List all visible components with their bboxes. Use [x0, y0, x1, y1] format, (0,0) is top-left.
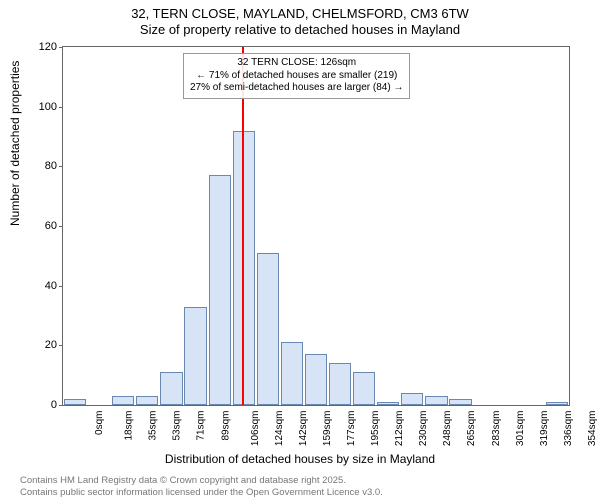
x-tick-label: 0sqm: [94, 411, 105, 435]
plot-area: 0204060801001200sqm18sqm35sqm53sqm71sqm8…: [62, 46, 570, 406]
annotation-line-2: ← 71% of detached houses are smaller (21…: [190, 70, 403, 83]
x-tick-label: 18sqm: [124, 411, 135, 441]
histogram-bar: [401, 393, 423, 405]
histogram-bar: [209, 175, 231, 405]
histogram-bar: [305, 354, 327, 405]
marker-line: [242, 47, 244, 405]
x-axis-label: Distribution of detached houses by size …: [0, 452, 600, 466]
y-tick-label: 100: [39, 101, 57, 113]
histogram-bar: [449, 399, 471, 405]
x-tick-label: 283sqm: [491, 411, 502, 447]
x-tick-label: 71sqm: [196, 411, 207, 441]
x-tick-label: 248sqm: [442, 411, 453, 447]
histogram-bar: [353, 372, 375, 405]
x-tick-label: 177sqm: [346, 411, 357, 447]
x-tick-label: 142sqm: [298, 411, 309, 447]
y-tick-label: 120: [39, 41, 57, 53]
x-tick-label: 212sqm: [394, 411, 405, 447]
y-axis-label: Number of detached properties: [8, 61, 22, 226]
y-tick-label: 40: [45, 280, 57, 292]
y-tick-label: 20: [45, 339, 57, 351]
title-line-2: Size of property relative to detached ho…: [0, 22, 600, 38]
annotation-line-1: 32 TERN CLOSE: 126sqm: [190, 57, 403, 70]
histogram-bar: [160, 372, 182, 405]
x-tick-label: 35sqm: [148, 411, 159, 441]
histogram-bar: [377, 402, 399, 405]
histogram-bar: [184, 307, 206, 405]
x-tick-label: 159sqm: [322, 411, 333, 447]
x-tick-label: 106sqm: [250, 411, 261, 447]
histogram-bar: [546, 402, 568, 405]
y-tick-label: 0: [51, 399, 57, 411]
histogram-bar: [64, 399, 86, 405]
x-tick-label: 319sqm: [539, 411, 550, 447]
y-tick-label: 60: [45, 220, 57, 232]
x-tick-label: 336sqm: [563, 411, 574, 447]
x-tick-label: 301sqm: [515, 411, 526, 447]
footer-line-2: Contains public sector information licen…: [20, 487, 580, 498]
x-tick-label: 89sqm: [220, 411, 231, 441]
histogram-bar: [425, 396, 447, 405]
histogram-bar: [329, 363, 351, 405]
x-tick-label: 354sqm: [587, 411, 598, 447]
histogram-bar: [136, 396, 158, 405]
annotation-line-3: 27% of semi-detached houses are larger (…: [190, 82, 403, 95]
annotation-box: 32 TERN CLOSE: 126sqm ← 71% of detached …: [183, 53, 410, 99]
x-tick-label: 230sqm: [418, 411, 429, 447]
footer: Contains HM Land Registry data © Crown c…: [20, 475, 580, 498]
chart-title: 32, TERN CLOSE, MAYLAND, CHELMSFORD, CM3…: [0, 0, 600, 39]
histogram-bar: [281, 342, 303, 405]
x-tick-label: 124sqm: [274, 411, 285, 447]
chart-container: 32, TERN CLOSE, MAYLAND, CHELMSFORD, CM3…: [0, 0, 600, 500]
x-tick-label: 53sqm: [172, 411, 183, 441]
footer-line-1: Contains HM Land Registry data © Crown c…: [20, 475, 580, 486]
y-tick-label: 80: [45, 160, 57, 172]
histogram-bar: [257, 253, 279, 405]
title-line-1: 32, TERN CLOSE, MAYLAND, CHELMSFORD, CM3…: [0, 6, 600, 22]
x-tick-label: 195sqm: [370, 411, 381, 447]
x-tick-label: 265sqm: [467, 411, 478, 447]
histogram-bar: [112, 396, 134, 405]
